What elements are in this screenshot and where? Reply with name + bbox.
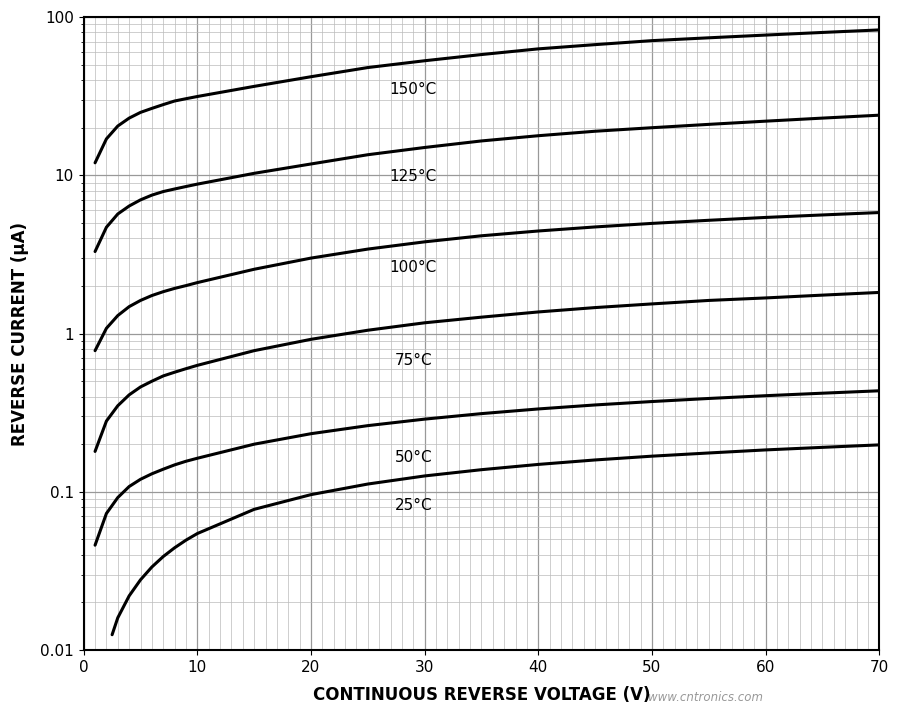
Text: www.cntronics.com: www.cntronics.com — [648, 691, 763, 704]
Y-axis label: REVERSE CURRENT (μA): REVERSE CURRENT (μA) — [11, 222, 29, 445]
Text: 25°C: 25°C — [394, 498, 432, 513]
Text: 50°C: 50°C — [394, 450, 432, 465]
Text: 150°C: 150°C — [390, 82, 436, 97]
Text: 75°C: 75°C — [394, 352, 432, 368]
Text: 100°C: 100°C — [390, 260, 436, 275]
Text: 125°C: 125°C — [390, 169, 436, 184]
X-axis label: CONTINUOUS REVERSE VOLTAGE (V): CONTINUOUS REVERSE VOLTAGE (V) — [312, 686, 650, 704]
